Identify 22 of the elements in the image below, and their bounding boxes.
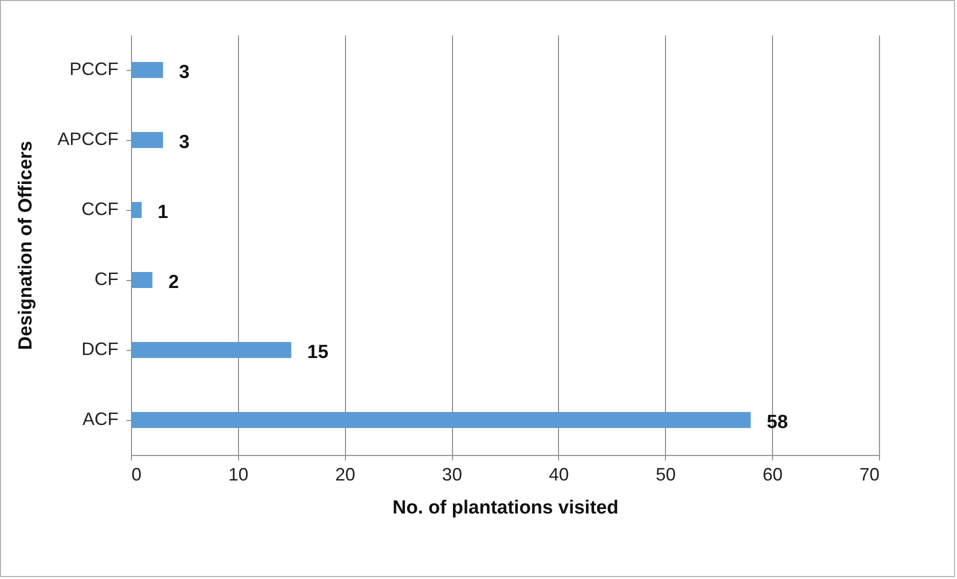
y-tick-label: CCF [82,199,118,219]
x-tick-label: 0 [132,464,142,484]
x-tick-label: 30 [442,464,462,484]
y-tick-label: CF [94,269,118,289]
y-tick-label: APCCF [57,129,118,149]
data-label: 15 [307,342,329,363]
data-label: 2 [168,272,179,293]
y-tick-label: PCCF [70,59,119,79]
data-label: 3 [179,62,190,83]
x-tick-label: 60 [762,464,783,484]
y-tick-label: ACF [82,409,119,429]
y-tick-label: DCF [82,339,118,359]
x-tick-label: 20 [335,464,356,484]
data-label: 58 [766,412,788,433]
data-label: 3 [179,132,190,153]
x-axis-title: No. of plantations visited [392,498,618,518]
data-label: 1 [158,202,169,223]
x-tick-label: 70 [859,464,880,484]
y-axis-title: Designation of Officers [15,140,36,350]
x-tick-label: 40 [548,464,569,484]
x-tick-label: 50 [656,464,676,484]
x-tick-label: 10 [228,464,248,484]
